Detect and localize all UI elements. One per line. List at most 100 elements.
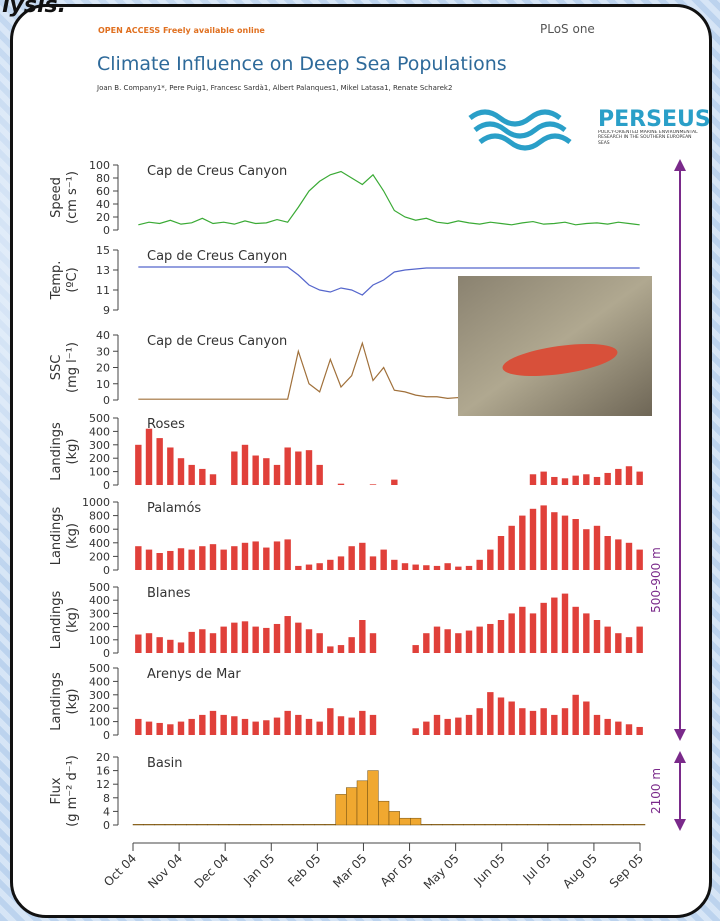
bar [306, 450, 312, 485]
bar [370, 484, 376, 485]
y-tick-label: 20 [96, 751, 110, 764]
bar [144, 824, 155, 825]
y-tick-label: 80 [96, 172, 110, 185]
bar [594, 620, 600, 653]
y-tick-label: 500 [89, 662, 110, 675]
bar [421, 824, 432, 825]
bar [178, 548, 184, 570]
y-tick-label: 500 [89, 412, 110, 425]
bar [295, 566, 301, 570]
y-tick-label: 20 [96, 211, 110, 224]
bar [359, 543, 365, 570]
panel-title: Palamós [147, 501, 201, 516]
bar [167, 447, 173, 485]
bar [338, 645, 344, 653]
bar [615, 633, 621, 653]
bar [636, 550, 642, 570]
x-tick-label: Sep 05 [607, 851, 646, 890]
bar [146, 633, 152, 653]
y-tick-label: 200 [89, 452, 110, 465]
bar [423, 565, 429, 570]
bar [423, 633, 429, 653]
bar [274, 541, 280, 570]
bar [453, 824, 464, 825]
bar [551, 477, 557, 485]
bar [636, 472, 642, 485]
bar [336, 794, 347, 825]
y-axis-label: Landings [49, 422, 64, 481]
bar [412, 645, 418, 653]
bar [604, 719, 610, 735]
bar [602, 824, 613, 825]
y-tick-label: 4 [103, 805, 110, 818]
y-tick-label: 0 [103, 729, 110, 742]
y-axis-label: Speed [49, 177, 64, 218]
bar [498, 536, 504, 570]
y-axis-label: Landings [49, 590, 64, 649]
bar [636, 727, 642, 735]
panel-title: Roses [147, 417, 185, 432]
bar [444, 719, 450, 735]
bar [274, 718, 280, 735]
bar [370, 715, 376, 735]
bar [444, 629, 450, 653]
bar [199, 715, 205, 735]
y-tick-label: 200 [89, 702, 110, 715]
bar [594, 526, 600, 570]
bar [540, 708, 546, 735]
bar [434, 715, 440, 735]
bar [562, 478, 568, 485]
bar [325, 824, 336, 825]
bar [528, 824, 539, 825]
bar [455, 633, 461, 653]
y-tick-label: 400 [89, 537, 110, 550]
bar [370, 633, 376, 653]
panel-title: Blanes [147, 586, 191, 601]
bar [540, 505, 546, 570]
bar [263, 720, 269, 735]
bar [476, 708, 482, 735]
y-tick-label: 0 [103, 819, 110, 832]
bar [530, 711, 536, 735]
bar [389, 811, 400, 825]
bar [626, 724, 632, 735]
y-tick-label: 200 [89, 550, 110, 563]
bar [391, 560, 397, 570]
y-tick-label: 15 [96, 244, 110, 257]
x-tick-label: Jul 05 [520, 851, 554, 885]
bar [592, 824, 603, 825]
bar [282, 824, 293, 825]
bar [240, 824, 251, 825]
bar [135, 445, 141, 485]
bar [250, 824, 261, 825]
bar [306, 629, 312, 653]
paper-title: Climate Influence on Deep Sea Population… [97, 53, 507, 75]
y-axis-label: (kg) [65, 689, 80, 715]
bar [498, 697, 504, 735]
x-tick-label: May 05 [421, 851, 462, 892]
bar [188, 465, 194, 485]
panel-title: Basin [147, 756, 183, 771]
x-tick-label: Jan 05 [240, 851, 277, 888]
bar [178, 722, 184, 735]
bar [466, 631, 472, 653]
bar [304, 824, 315, 825]
logo: PERSEUS POLICY-ORIENTED MARINE ENVIRONME… [470, 107, 711, 156]
bar [572, 607, 578, 653]
panel-title: Cap de Creus Canyon [147, 249, 287, 264]
bar [572, 695, 578, 735]
series-line [138, 172, 639, 225]
bar [306, 719, 312, 735]
bar [615, 722, 621, 735]
bar [604, 473, 610, 485]
y-tick-label: 8 [103, 792, 110, 805]
bar [562, 594, 568, 653]
bar [167, 640, 173, 653]
y-tick-label: 0 [103, 479, 110, 492]
bar [391, 480, 397, 485]
bar [231, 623, 237, 653]
bar [530, 509, 536, 570]
bar [274, 465, 280, 485]
y-tick-label: 40 [96, 198, 110, 211]
bar [218, 824, 229, 825]
